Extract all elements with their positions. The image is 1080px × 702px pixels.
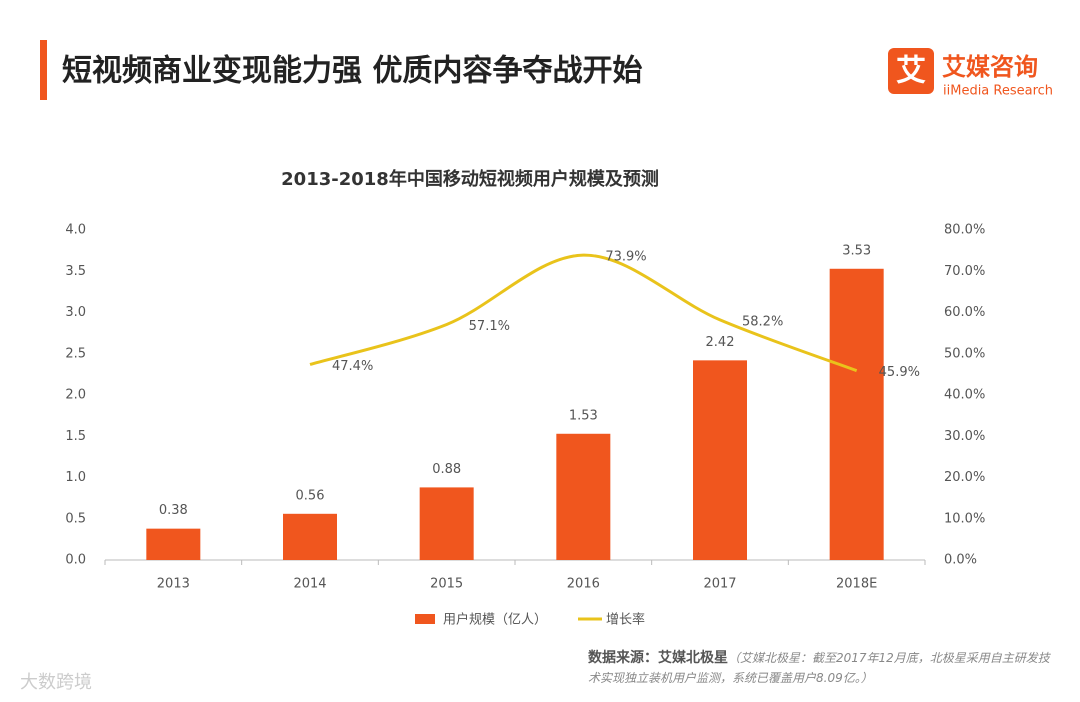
bar: [419, 487, 474, 560]
watermark: 大数跨境: [20, 672, 92, 693]
bar-value-label: 2.42: [706, 335, 735, 350]
line-value-label: 57.1%: [469, 319, 510, 334]
y2-tick-label: 0.0%: [944, 553, 977, 568]
x-tick-label: 2013: [157, 577, 190, 592]
y-tick-label: 0.5: [65, 511, 86, 526]
bar: [693, 360, 747, 560]
legend-label: 用户规模（亿人）: [443, 612, 547, 628]
x-tick-label: 2015: [430, 577, 463, 592]
y2-tick-label: 40.0%: [944, 388, 985, 403]
chart-title: 2013-2018年中国移动短视频用户规模及预测: [281, 168, 659, 190]
bar-value-label: 3.53: [842, 243, 871, 258]
y2-tick-label: 50.0%: [944, 346, 985, 361]
y-tick-label: 3.0: [65, 305, 86, 320]
y-tick-label: 2.5: [65, 346, 86, 361]
bar: [146, 528, 201, 560]
bar: [283, 513, 337, 560]
title-accent: [40, 40, 47, 100]
y2-tick-label: 30.0%: [944, 429, 985, 444]
source-label: 数据来源：艾媒北极星: [588, 650, 728, 666]
y2-tick-label: 10.0%: [944, 511, 985, 526]
logo-sub: iiMedia Research: [943, 84, 1053, 99]
bar: [829, 268, 884, 560]
y2-tick-label: 70.0%: [944, 264, 985, 279]
x-tick-label: 2017: [703, 577, 736, 592]
y-tick-label: 2.0: [65, 388, 86, 403]
y2-tick-label: 80.0%: [944, 223, 985, 238]
bar-value-label: 0.56: [296, 488, 325, 503]
logo-text: 艾媒咨询: [942, 53, 1038, 81]
legend-swatch: [415, 614, 435, 624]
line-value-label: 45.9%: [879, 365, 920, 380]
y2-tick-label: 20.0%: [944, 470, 985, 485]
logo-icon: 艾: [896, 54, 926, 89]
line: [309, 253, 858, 373]
bar-value-label: 1.53: [569, 408, 598, 423]
page-title: 短视频商业变现能力强 优质内容争夺战开始: [62, 54, 642, 89]
y-tick-label: 1.0: [65, 470, 86, 485]
y-tick-label: 1.5: [65, 429, 86, 444]
bar-value-label: 0.38: [159, 503, 188, 518]
bar-value-label: 0.88: [432, 462, 461, 477]
y-tick-label: 0.0: [65, 553, 86, 568]
y2-tick-label: 60.0%: [944, 305, 985, 320]
x-tick-label: 2016: [567, 577, 600, 592]
x-tick-label: 2018E: [836, 577, 877, 592]
logo-box: [888, 48, 934, 94]
y-tick-label: 3.5: [65, 264, 86, 279]
line-value-label: 73.9%: [605, 250, 646, 265]
source-note: （艾媒北极星：截至2017年12月底，北极星采用自主研发技术实现独立装机用户监测…: [588, 651, 1050, 685]
x-tick-label: 2014: [293, 577, 326, 592]
source: 数据来源：艾媒北极星（艾媒北极星：截至2017年12月底，北极星采用自主研发技术…: [588, 648, 1058, 688]
line-value-label: 58.2%: [742, 314, 783, 329]
line-value-label: 47.4%: [332, 359, 373, 374]
y-tick-label: 4.0: [65, 223, 86, 238]
legend-label: 增长率: [606, 612, 645, 628]
bar: [556, 433, 611, 560]
